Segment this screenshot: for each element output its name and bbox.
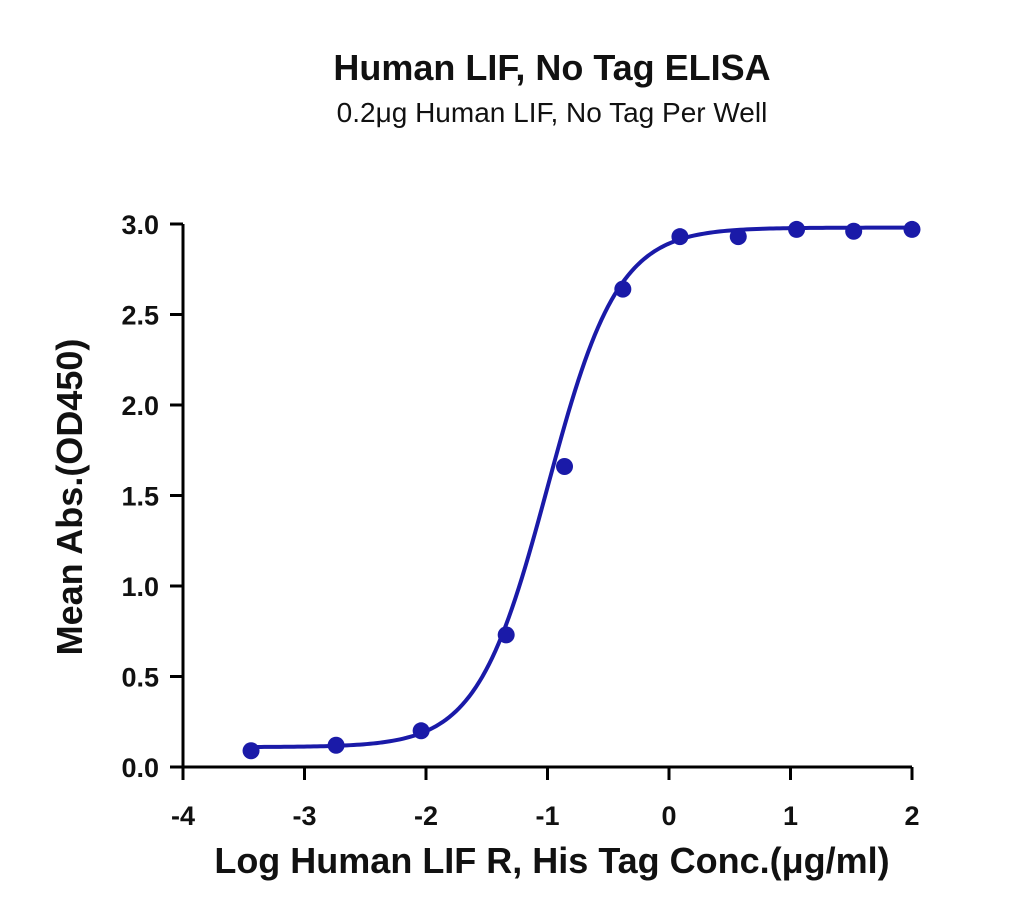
fit-curve — [251, 225, 912, 749]
data-point — [614, 280, 632, 298]
data-point — [671, 228, 689, 246]
data-point — [845, 222, 863, 240]
x-tick-label: -3 — [292, 801, 316, 831]
chart-subtitle: 0.2μg Human LIF, No Tag Per Well — [337, 97, 768, 128]
x-tick-label: -4 — [171, 801, 195, 831]
chart-title: Human LIF, No Tag ELISA — [333, 47, 770, 88]
axes — [181, 224, 912, 769]
data-point — [412, 722, 430, 740]
y-axis-label: Mean Abs.(OD450) — [49, 339, 90, 656]
x-tick-label: 0 — [661, 801, 676, 831]
y-tick-label: 0.5 — [121, 663, 159, 693]
y-tick-label: 2.5 — [121, 301, 159, 331]
fit-curve-layer — [251, 225, 912, 749]
x-tick-label: 2 — [904, 801, 919, 831]
data-point — [497, 626, 515, 644]
y-tick-label: 3.0 — [121, 210, 159, 240]
data-point — [327, 736, 345, 754]
ticks: 0.0 0.5 1.0 1.5 2.0 2.5 3.0 -4 -3 -2 -1 0 1 2 — [121, 210, 919, 831]
x-tick-label: -1 — [535, 801, 559, 831]
y-tick-label: 0.0 — [121, 753, 159, 783]
data-points-layer — [242, 220, 921, 760]
y-tick-label: 1.0 — [121, 572, 159, 602]
y-tick-label: 1.5 — [121, 482, 159, 512]
x-axis-label: Log Human LIF R, His Tag Conc.(μg/ml) — [214, 840, 889, 881]
x-tick-label: -2 — [414, 801, 438, 831]
y-tick-label: 2.0 — [121, 391, 159, 421]
data-point — [903, 220, 921, 238]
x-tick-label: 1 — [783, 801, 798, 831]
data-point — [788, 220, 806, 238]
data-point — [556, 458, 574, 476]
data-point — [242, 742, 260, 760]
data-point — [729, 228, 747, 246]
